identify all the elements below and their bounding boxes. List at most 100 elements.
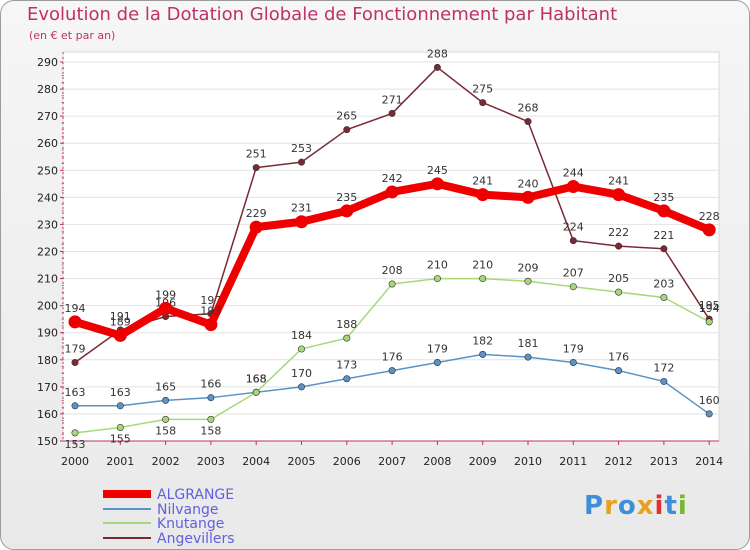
data-label-algrange: 228 <box>699 210 720 223</box>
data-label-algrange: 235 <box>653 191 674 204</box>
data-label-knutange: 194 <box>699 302 720 315</box>
data-label-nilvange: 176 <box>608 351 629 364</box>
data-label-angevillers: 251 <box>246 148 267 161</box>
data-label-knutange: 158 <box>155 424 176 437</box>
y-tick-label: 240 <box>37 191 58 204</box>
data-label-algrange: 193 <box>200 305 221 318</box>
data-point-angevillers <box>569 237 577 245</box>
data-point-knutange <box>252 388 260 396</box>
legend-label-knutange: Knutange <box>157 516 224 532</box>
y-tick-label: 170 <box>37 381 58 394</box>
data-label-algrange: 235 <box>336 191 357 204</box>
data-point-angevillers <box>660 245 668 253</box>
x-tick-label: 2003 <box>197 455 225 468</box>
data-label-angevillers: 222 <box>608 226 629 239</box>
data-label-knutange: 184 <box>291 329 312 342</box>
y-tick-label: 180 <box>37 354 58 367</box>
data-label-angevillers: 288 <box>427 47 448 60</box>
data-point-knutange <box>207 415 215 423</box>
y-tick-label: 260 <box>37 137 58 150</box>
data-point-knutange <box>71 429 79 437</box>
data-point-algrange <box>68 315 82 329</box>
data-label-knutange: 168 <box>246 372 267 385</box>
x-tick-label: 2008 <box>423 455 451 468</box>
data-point-angevillers <box>252 164 260 172</box>
data-label-algrange: 241 <box>608 175 629 188</box>
data-label-knutange: 158 <box>200 424 221 437</box>
data-point-nilvange <box>207 394 215 402</box>
data-point-knutange <box>479 275 487 283</box>
data-point-angevillers <box>615 242 623 250</box>
data-point-knutange <box>162 415 170 423</box>
data-label-algrange: 189 <box>110 315 131 328</box>
x-tick-label: 2014 <box>695 455 723 468</box>
x-tick-label: 2004 <box>242 455 270 468</box>
data-point-nilvange <box>433 358 441 366</box>
data-point-nilvange <box>479 350 487 358</box>
data-label-algrange: 194 <box>65 302 86 315</box>
data-label-algrange: 244 <box>563 167 584 180</box>
x-tick-label: 2012 <box>605 455 633 468</box>
data-point-algrange <box>430 177 444 191</box>
y-tick-label: 280 <box>37 83 58 96</box>
data-point-algrange <box>476 188 490 202</box>
data-point-knutange <box>388 280 396 288</box>
data-point-nilvange <box>162 396 170 404</box>
data-label-angevillers: 221 <box>653 229 674 242</box>
data-point-nilvange <box>705 410 713 418</box>
data-label-algrange: 241 <box>472 175 493 188</box>
data-label-angevillers: 271 <box>382 93 403 106</box>
data-label-angevillers: 224 <box>563 221 584 234</box>
legend-label-angevillers: Angevillers <box>157 531 235 547</box>
x-tick-label: 2013 <box>650 455 678 468</box>
data-point-algrange <box>249 220 263 234</box>
data-label-angevillers: 265 <box>336 110 357 123</box>
data-label-nilvange: 160 <box>699 394 720 407</box>
y-tick-label: 150 <box>37 435 58 448</box>
data-point-angevillers <box>71 358 79 366</box>
data-label-nilvange: 165 <box>155 380 176 393</box>
y-tick-label: 290 <box>37 56 58 69</box>
x-tick-label: 2001 <box>106 455 134 468</box>
y-tick-label: 220 <box>37 246 58 259</box>
data-label-angevillers: 253 <box>291 142 312 155</box>
data-point-knutange <box>660 294 668 302</box>
data-point-knutange <box>524 277 532 285</box>
data-point-nilvange <box>569 358 577 366</box>
data-label-knutange: 153 <box>65 438 86 451</box>
data-point-angevillers <box>297 158 305 166</box>
x-tick-label: 2002 <box>152 455 180 468</box>
data-point-nilvange <box>660 377 668 385</box>
proxiti-logo: Proxiti <box>584 491 688 521</box>
data-point-knutange <box>343 334 351 342</box>
data-label-nilvange: 179 <box>563 342 584 355</box>
data-point-angevillers <box>388 109 396 117</box>
data-label-knutange: 205 <box>608 272 629 285</box>
data-point-algrange <box>113 328 127 342</box>
data-label-nilvange: 163 <box>65 386 86 399</box>
x-tick-label: 2011 <box>559 455 587 468</box>
data-point-knutange <box>116 423 124 431</box>
data-label-algrange: 245 <box>427 164 448 177</box>
data-label-knutange: 203 <box>653 278 674 291</box>
data-label-algrange: 242 <box>382 172 403 185</box>
data-point-knutange <box>433 275 441 283</box>
x-tick-label: 2009 <box>469 455 497 468</box>
y-tick-label: 190 <box>37 327 58 340</box>
data-point-nilvange <box>615 367 623 375</box>
data-label-algrange: 231 <box>291 202 312 215</box>
data-label-knutange: 208 <box>382 264 403 277</box>
data-label-nilvange: 172 <box>653 361 674 374</box>
x-tick-label: 2000 <box>61 455 89 468</box>
x-tick-label: 2006 <box>333 455 361 468</box>
data-label-angevillers: 268 <box>518 102 539 115</box>
data-label-nilvange: 168 <box>246 372 267 385</box>
data-label-algrange: 229 <box>246 207 267 220</box>
data-point-algrange <box>340 204 354 218</box>
data-label-nilvange: 181 <box>518 337 539 350</box>
data-point-algrange <box>385 185 399 199</box>
data-point-algrange <box>612 188 626 202</box>
data-label-knutange: 210 <box>427 259 448 272</box>
y-tick-label: 200 <box>37 300 58 313</box>
